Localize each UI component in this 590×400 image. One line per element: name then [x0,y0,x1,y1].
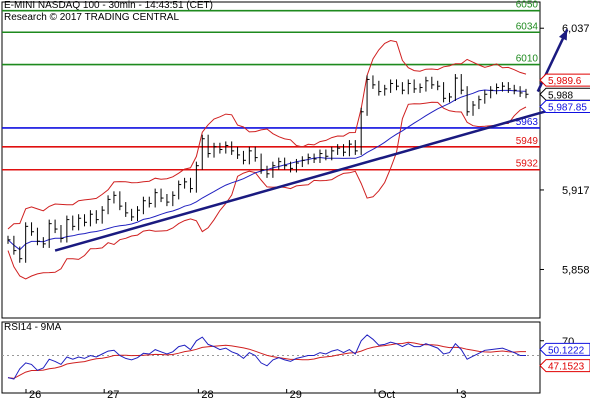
y-tick-label: 5,858 [562,264,590,276]
lower-band-line [7,101,527,280]
x-tick-label: 27 [107,389,119,400]
chart-copyright: Research © 2017 TRADING CENTRAL [4,12,180,23]
level-label-5949: 5949 [516,136,539,147]
forecast-arrow-head [558,29,568,41]
rsi-badge-badge_blue [539,342,590,356]
price-badge-badge_red [539,73,590,87]
level-label-5932: 5932 [516,159,539,170]
rsi-plot-frame [1,321,541,394]
price-badge-badge_black [539,87,590,101]
x-tick-label: 29 [290,389,302,400]
rsi-ma-line [7,341,526,379]
x-tick-label: Oct [378,389,395,400]
rsi-badge-badge_red [539,359,590,373]
rsi-badge-label: 47.1523 [548,362,585,373]
price-badge-badge_blue [539,99,590,113]
level-label-6050: 6050 [516,0,539,11]
level-label-6034: 6034 [516,21,539,32]
price-bars [7,74,529,263]
rsi-line [7,334,526,380]
price-badge-label: 5,987.85 [548,102,587,113]
level-label-6010: 6010 [516,54,539,65]
x-tick-label: 28 [201,389,213,400]
price-badge-label: 5,989.6 [548,76,582,87]
rsi-label: RSI14 - 9MA [4,322,62,333]
price-badge-label: 5,988 [548,90,573,101]
x-tick-label: 3 [460,389,466,400]
y-tick-label: 5,917 [562,185,590,197]
level-label-5963: 5963 [516,117,539,128]
upper-band-line [7,39,527,230]
main-plot-frame [1,1,541,319]
x-tick-label: 26 [29,389,41,400]
y-tick-label: 6,037 [562,23,590,35]
rsi-badge-label: 50.1222 [548,345,585,356]
chart-title: E-MINI NASDAQ 100 - 30min - 14:43:51 (CE… [4,0,213,11]
support-trendline [54,97,590,252]
